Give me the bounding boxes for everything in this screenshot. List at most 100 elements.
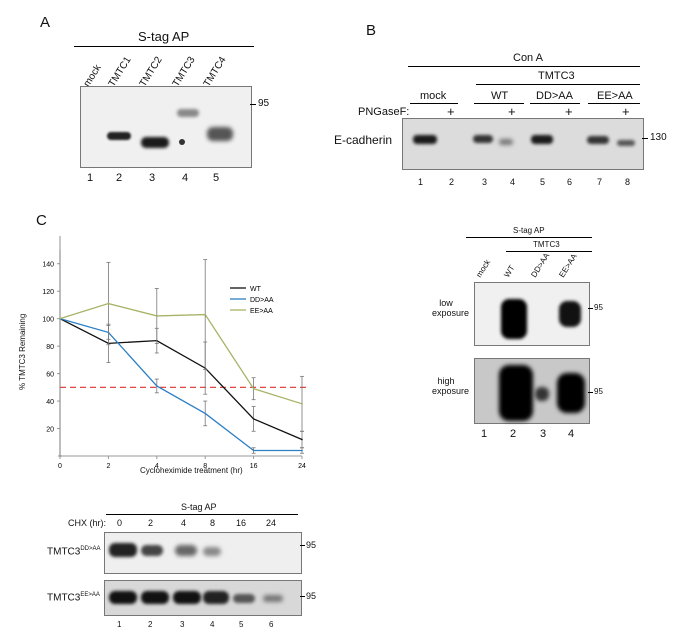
mw-tick: [300, 596, 305, 597]
col-label: EE>AA: [597, 90, 633, 102]
lane-label: DD>AA: [529, 251, 552, 279]
band: [109, 591, 137, 604]
time-label: 4: [181, 518, 187, 528]
panel-a-letter: A: [40, 14, 51, 31]
data-point: [204, 412, 206, 415]
band: [175, 545, 197, 556]
wb-right-mw: 95: [594, 303, 603, 312]
plus-sign: +: [447, 104, 455, 119]
mw-tick: [588, 392, 593, 393]
time-label: 16: [236, 518, 247, 528]
band: [263, 595, 283, 602]
lane-label: EE>AA: [557, 252, 579, 279]
mw-tick: [250, 104, 256, 105]
lane-number: 4: [568, 428, 575, 440]
band: [587, 136, 609, 144]
ee-blot: [104, 580, 302, 616]
band: [233, 594, 255, 603]
conA-line: [408, 66, 640, 67]
col-line: [474, 103, 524, 104]
row-label-ee: TMTC3EE>AA: [47, 592, 100, 604]
legend-label: DD>AA: [250, 297, 274, 304]
col-line: [588, 103, 640, 104]
time-label: 24: [266, 518, 277, 528]
panel-b-letter: B: [366, 22, 377, 39]
band: [499, 139, 513, 145]
col-line: [530, 103, 580, 104]
panel-b-mw: 130: [650, 132, 667, 143]
y-tick-label: 140: [42, 262, 54, 269]
band: [107, 132, 131, 140]
band: [473, 135, 493, 143]
lane-number: 6: [567, 177, 573, 187]
col-line: [410, 103, 458, 104]
y-tick-label: 40: [46, 399, 54, 406]
time-label: 0: [117, 518, 123, 528]
data-point: [252, 418, 255, 420]
panel-b-group: TMTC3: [538, 70, 575, 82]
band: [203, 591, 229, 604]
lane-number: 3: [180, 620, 185, 629]
group-line: [476, 84, 640, 85]
x-tick-label: 8: [203, 463, 207, 470]
plus-sign: +: [622, 104, 630, 119]
series-line-WT: [59, 318, 303, 441]
panel-a-title-line: [74, 46, 254, 47]
band: [207, 127, 233, 141]
lane-number: 4: [510, 177, 516, 187]
lane-number: 3: [482, 177, 488, 187]
panel-b-blot: [402, 118, 644, 170]
lane-number: 3: [149, 172, 156, 184]
wb-bottom-mw: 95: [306, 591, 317, 601]
band: [141, 137, 169, 148]
band: [557, 373, 585, 413]
legend-label: WT: [250, 286, 262, 293]
chx-label: CHX (hr):: [68, 518, 106, 528]
data-point: [301, 403, 303, 405]
lane-number: 5: [239, 620, 244, 629]
title-line: [106, 514, 298, 515]
lane-number: 1: [87, 172, 94, 184]
lane-number: 2: [116, 172, 123, 184]
band: [413, 135, 437, 144]
data-point: [252, 387, 255, 390]
low-exposure-label: low exposure: [432, 298, 470, 318]
data-point: [156, 315, 158, 317]
data-point: [156, 385, 158, 387]
data-point: [252, 449, 255, 452]
y-tick-label: 120: [42, 289, 54, 296]
legend-label: EE>AA: [250, 308, 273, 315]
band: [499, 365, 533, 421]
x-tick-label: 0: [58, 463, 62, 470]
mw-tick: [642, 138, 648, 139]
panel-a-blot: [80, 86, 252, 168]
panel-a-lane-label: TMTC4: [201, 54, 229, 89]
mw-tick: [300, 545, 305, 546]
lane-label: mock: [474, 258, 493, 279]
data-point: [204, 313, 206, 316]
wb-right-mw: 95: [594, 387, 603, 396]
lane-number: 2: [449, 177, 455, 187]
band: [141, 545, 163, 556]
band: [141, 591, 169, 604]
x-tick-label: 2: [106, 463, 110, 470]
band: [203, 547, 221, 556]
pngasef-label: PNGaseF:: [358, 106, 410, 118]
panel-a-lane-label: TMTC1: [106, 54, 134, 89]
lane-number: 5: [213, 172, 220, 184]
group-line: [506, 251, 592, 252]
title-line: [466, 237, 592, 238]
series-line-EE>AA: [59, 302, 303, 405]
panel-a-title: S-tag AP: [138, 29, 190, 44]
low-exposure-blot: [474, 282, 590, 346]
x-tick-label: 4: [155, 463, 159, 470]
band: [179, 139, 185, 145]
x-axis-label: Cycloheximide treatment (hr): [140, 466, 243, 475]
y-tick-label: 80: [46, 344, 54, 351]
lane-number: 4: [182, 172, 189, 184]
band: [173, 591, 201, 604]
row-label-dd: TMTC3DD>AA: [47, 546, 101, 558]
lane-number: 4: [210, 620, 215, 629]
data-point: [107, 302, 110, 305]
lane-number: 2: [148, 620, 153, 629]
